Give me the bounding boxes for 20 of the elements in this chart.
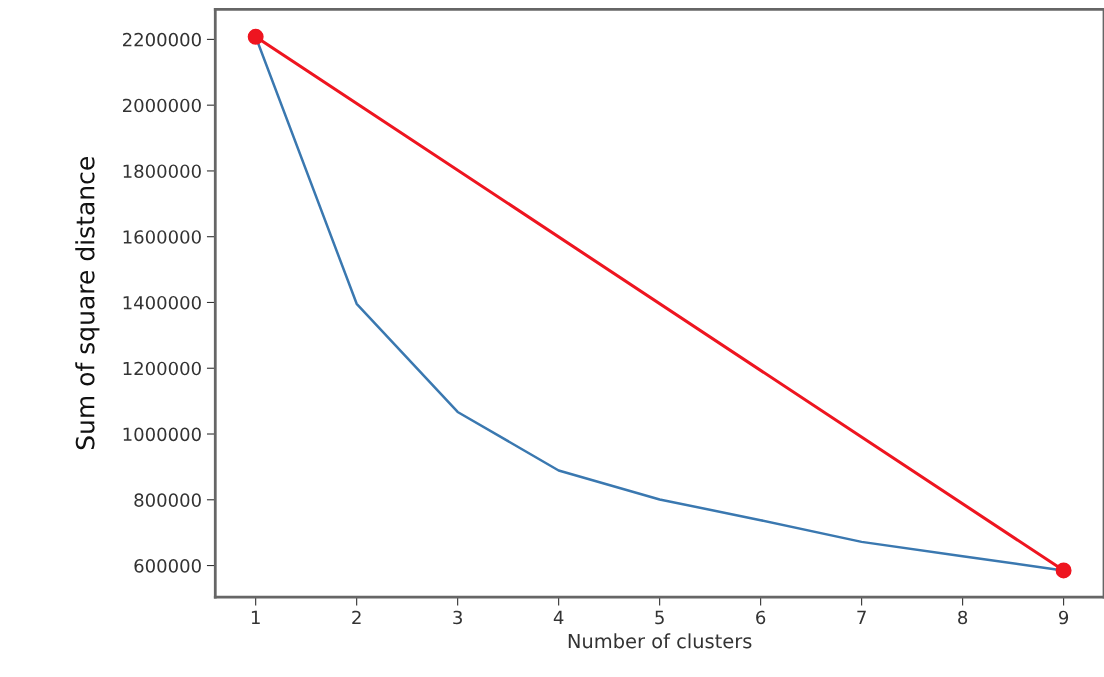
x-tick-label: 8 — [958, 610, 968, 625]
x-tick-label: 9 — [1059, 610, 1069, 625]
x-tick-label: 4 — [553, 610, 564, 625]
y-tick-label: 2200000 — [122, 32, 201, 47]
y-tick-label: 600000 — [134, 559, 201, 573]
y-tick-label: 1000000 — [123, 427, 201, 442]
y-tick-label: 800000 — [134, 493, 201, 507]
y-axis-title: Sum of square distance — [75, 157, 100, 450]
y-tick-label: 1400000 — [123, 295, 201, 310]
x-tick-label: 5 — [655, 610, 664, 625]
y-tick-label: 1600000 — [123, 230, 201, 244]
y-tick-label: 1800000 — [123, 164, 201, 179]
x-tick-label: 6 — [756, 610, 766, 625]
x-tick-label: 3 — [453, 610, 462, 625]
x-tick-label: 1 — [251, 610, 260, 625]
y-tick-label: 1200000 — [123, 361, 201, 376]
x-tick-label: 2 — [352, 610, 361, 625]
x-axis-title: Number of clusters — [568, 633, 752, 649]
y-tick-label: 2000000 — [122, 98, 201, 113]
x-tick-label: 7 — [857, 610, 866, 625]
